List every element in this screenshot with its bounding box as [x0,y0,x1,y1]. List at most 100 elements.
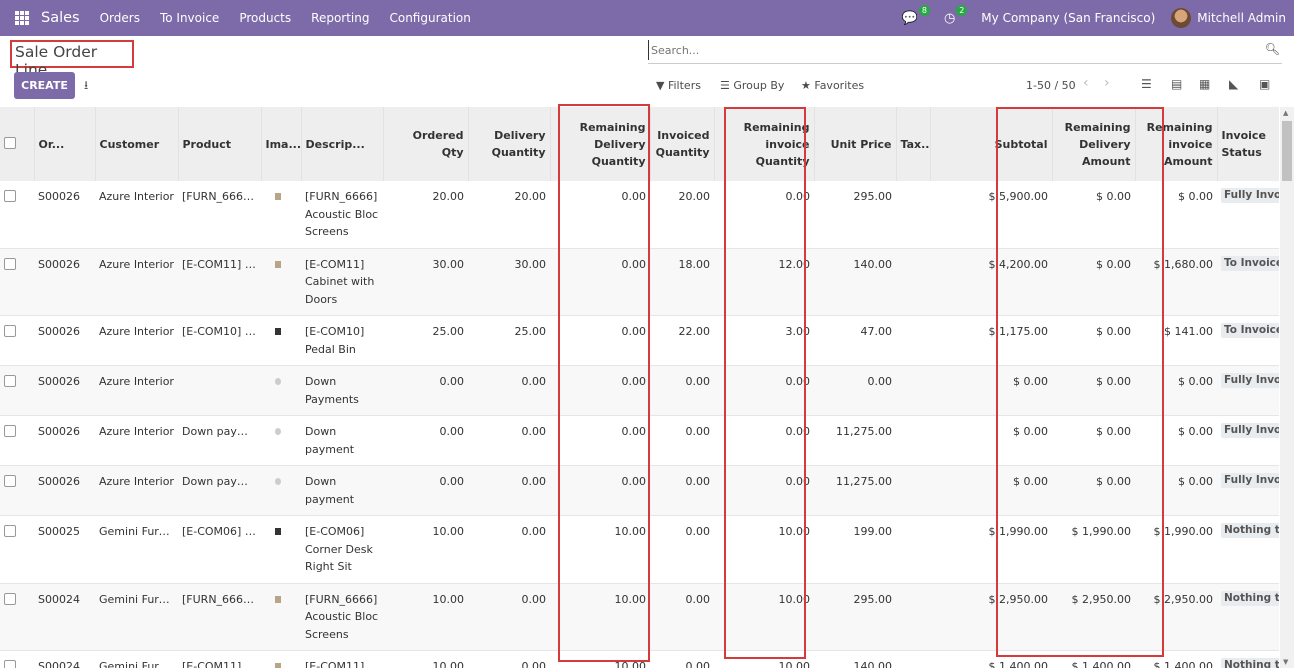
col-remaining-invoice-qty[interactable]: Remaining invoice Quantity [714,107,814,181]
pager-value[interactable]: 1-50 / 50 [1026,79,1076,92]
filter-icon: ▼ [656,79,664,92]
table-row[interactable]: S00026 Azure Interior Down Payments 0.00 0.0… [0,366,1279,416]
col-order[interactable]: Or... [34,107,95,181]
graph-view-icon[interactable]: ◣ [1229,77,1238,91]
cell-remaining-invoice-qty: 0.00 [714,366,814,416]
col-remaining-delivery-qty[interactable]: Remaining Delivery Quantity [550,107,650,181]
pager-prev-icon[interactable]: ‹ [1083,75,1089,91]
search-icon[interactable]: 🔍︎ [1265,42,1280,56]
select-all-checkbox[interactable] [0,107,34,181]
cell-remaining-invoice-amount: $ 1,680.00 [1135,248,1217,316]
col-description[interactable]: Descrip... [301,107,383,181]
cell-image [261,248,301,316]
cell-remaining-delivery-qty: 0.00 [550,316,650,366]
filters-button[interactable]: ▼ Filters [656,79,701,92]
menu-products[interactable]: Products [239,11,291,25]
cell-remaining-invoice-qty: 12.00 [714,248,814,316]
cell-order: S00024 [34,651,95,668]
cell-customer: Azure Interior [95,316,178,366]
cell-invoiced-qty: 0.00 [650,651,714,668]
cell-subtotal: $ 0.00 [930,366,1052,416]
menu-orders[interactable]: Orders [100,11,140,25]
table-row[interactable]: S00026 Azure Interior Down payment Down pay… [0,466,1279,516]
group-by-button[interactable]: ☰ Group By [720,79,784,92]
col-remaining-delivery-amount[interactable]: Remaining Delivery Amount [1052,107,1135,181]
cell-customer: Azure Interior [95,366,178,416]
cell-description: [FURN_6666] Acoustic Bloc Screens [301,583,383,651]
cell-invoiced-qty: 0.00 [650,366,714,416]
cell-unit-price: 0.00 [814,366,896,416]
row-checkbox[interactable] [0,466,34,516]
messages-icon[interactable]: 💬 8 [902,11,918,26]
row-checkbox[interactable] [0,583,34,651]
cell-remaining-invoice-amount: $ 0.00 [1135,181,1217,248]
cell-remaining-delivery-qty: 10.00 [550,516,650,584]
download-icon[interactable]: ⭳ [84,76,88,97]
menu-configuration[interactable]: Configuration [389,11,470,25]
row-checkbox[interactable] [0,366,34,416]
row-checkbox[interactable] [0,416,34,466]
col-delivery-qty[interactable]: Delivery Quantity [468,107,550,181]
list-view-icon[interactable]: ☰ [1141,77,1152,91]
cell-invoiced-qty: 0.00 [650,516,714,584]
cell-image [261,651,301,668]
menu-reporting[interactable]: Reporting [311,11,369,25]
cell-subtotal: $ 1,400.00 [930,651,1052,668]
calendar-view-icon[interactable]: ▣ [1259,77,1270,91]
product-image-thumbnail [275,478,281,485]
scroll-up-icon[interactable]: ▲ [1283,109,1288,117]
cell-order: S00025 [34,516,95,584]
cell-delivery-qty: 0.00 [468,366,550,416]
avatar[interactable] [1171,8,1191,28]
cell-ordered-qty: 0.00 [383,366,468,416]
col-subtotal[interactable]: Subtotal [930,107,1052,181]
cell-delivery-qty: 20.00 [468,181,550,248]
row-checkbox[interactable] [0,651,34,668]
app-name[interactable]: Sales [41,10,80,26]
cell-product: [E-COM06] Corner Desk Right Sit [178,516,261,584]
row-checkbox[interactable] [0,316,34,366]
cell-taxes [896,583,930,651]
vertical-scrollbar[interactable]: ▲ ▼ [1280,107,1294,668]
activities-icon[interactable]: ◷ 2 [944,11,955,26]
row-checkbox[interactable] [0,516,34,584]
favorites-button[interactable]: ★ Favorites [801,79,864,92]
col-remaining-invoice-amount[interactable]: Remaining invoice Amount [1135,107,1217,181]
col-ordered-qty[interactable]: Ordered Qty [383,107,468,181]
cell-remaining-delivery-qty: 0.00 [550,366,650,416]
menu-to-invoice[interactable]: To Invoice [160,11,219,25]
cell-unit-price: 140.00 [814,248,896,316]
apps-menu-icon[interactable] [15,11,29,25]
table-row[interactable]: S00026 Azure Interior Down payment Down pay… [0,416,1279,466]
cell-remaining-delivery-amount: $ 0.00 [1052,316,1135,366]
search-input[interactable] [648,40,1248,60]
col-image[interactable]: Ima... [261,107,301,181]
create-button[interactable]: CREATE [14,72,75,99]
col-invoiced-qty[interactable]: Invoiced Quantity [650,107,714,181]
pivot-view-icon[interactable]: ▦ [1199,77,1210,91]
col-taxes[interactable]: Tax... [896,107,930,181]
cell-remaining-delivery-amount: $ 2,950.00 [1052,583,1135,651]
cell-order: S00024 [34,583,95,651]
scroll-thumb[interactable] [1282,121,1292,181]
col-invoice-status[interactable]: Invoice Status [1217,107,1279,181]
cell-subtotal: $ 0.00 [930,466,1052,516]
cell-remaining-delivery-qty: 0.00 [550,248,650,316]
pager-next-icon[interactable]: › [1104,75,1110,91]
user-menu[interactable]: Mitchell Admin [1197,11,1286,25]
col-customer[interactable]: Customer [95,107,178,181]
cell-taxes [896,516,930,584]
kanban-view-icon[interactable]: ▤ [1171,77,1182,91]
scroll-down-icon[interactable]: ▼ [1283,658,1288,666]
company-switcher[interactable]: My Company (San Francisco) [981,11,1155,25]
row-checkbox[interactable] [0,181,34,248]
col-unit-price[interactable]: Unit Price [814,107,896,181]
col-product[interactable]: Product [178,107,261,181]
row-checkbox[interactable] [0,248,34,316]
